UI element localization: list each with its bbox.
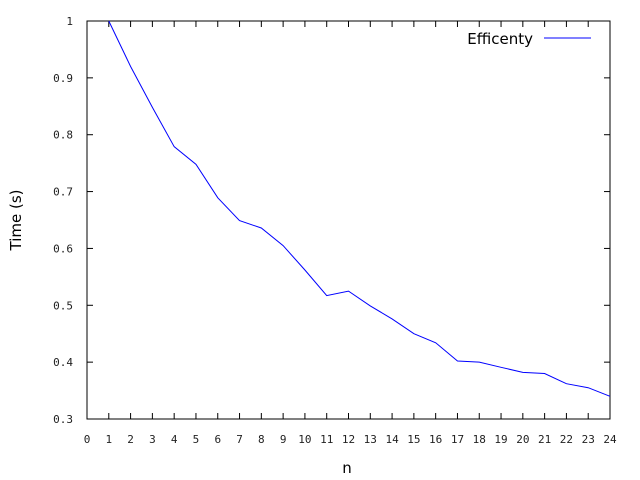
axis-ticks xyxy=(86,20,611,420)
y-tick-label: 0.3 xyxy=(53,413,73,426)
x-axis-label: n xyxy=(342,459,352,477)
x-tick-label: 5 xyxy=(193,433,200,446)
y-tick-labels: 0.3 0.4 0.5 0.6 0.7 0.8 0.9 1 xyxy=(53,15,73,426)
x-tick-label: 13 xyxy=(364,433,377,446)
y-tick-label: 1 xyxy=(66,15,73,28)
x-tick-label: 15 xyxy=(407,433,420,446)
legend-label: Efficenty xyxy=(467,30,533,48)
plot-frame xyxy=(86,20,611,420)
x-tick-label: 19 xyxy=(494,433,507,446)
y-tick-label: 0.8 xyxy=(53,129,73,142)
x-tick-label: 8 xyxy=(258,433,265,446)
x-tick-label: 9 xyxy=(280,433,287,446)
x-tick-label: 7 xyxy=(236,433,243,446)
x-tick-label: 1 xyxy=(105,433,112,446)
x-tick-label: 23 xyxy=(582,433,595,446)
y-tick-label: 0.6 xyxy=(53,242,73,255)
series-line-efficenty xyxy=(108,20,611,397)
x-tick-label: 0 xyxy=(84,433,91,446)
y-tick-label: 0.5 xyxy=(53,299,73,312)
x-tick-label: 24 xyxy=(603,433,617,446)
y-tick-label: 0.4 xyxy=(53,356,73,369)
x-tick-label: 21 xyxy=(538,433,551,446)
x-tick-label: 18 xyxy=(473,433,486,446)
x-tick-label: 6 xyxy=(214,433,221,446)
x-tick-label: 20 xyxy=(516,433,529,446)
y-tick-label: 0.7 xyxy=(53,186,73,199)
x-tick-label: 22 xyxy=(560,433,573,446)
x-tick-labels: 0 1 2 3 4 5 6 7 8 9 10 11 12 13 14 15 16 17 18 19 20 21 22 23 24 xyxy=(84,433,617,446)
x-tick-label: 16 xyxy=(429,433,442,446)
legend: Efficenty xyxy=(467,30,591,48)
x-tick-label: 11 xyxy=(320,433,333,446)
x-tick-label: 14 xyxy=(385,433,399,446)
x-tick-label: 4 xyxy=(171,433,178,446)
x-tick-label: 2 xyxy=(127,433,134,446)
x-tick-label: 12 xyxy=(342,433,355,446)
y-axis-label: Time (s) xyxy=(7,190,25,252)
x-tick-label: 10 xyxy=(298,433,311,446)
x-tick-label: 17 xyxy=(451,433,464,446)
x-tick-label: 3 xyxy=(149,433,156,446)
y-tick-label: 0.9 xyxy=(53,72,73,85)
